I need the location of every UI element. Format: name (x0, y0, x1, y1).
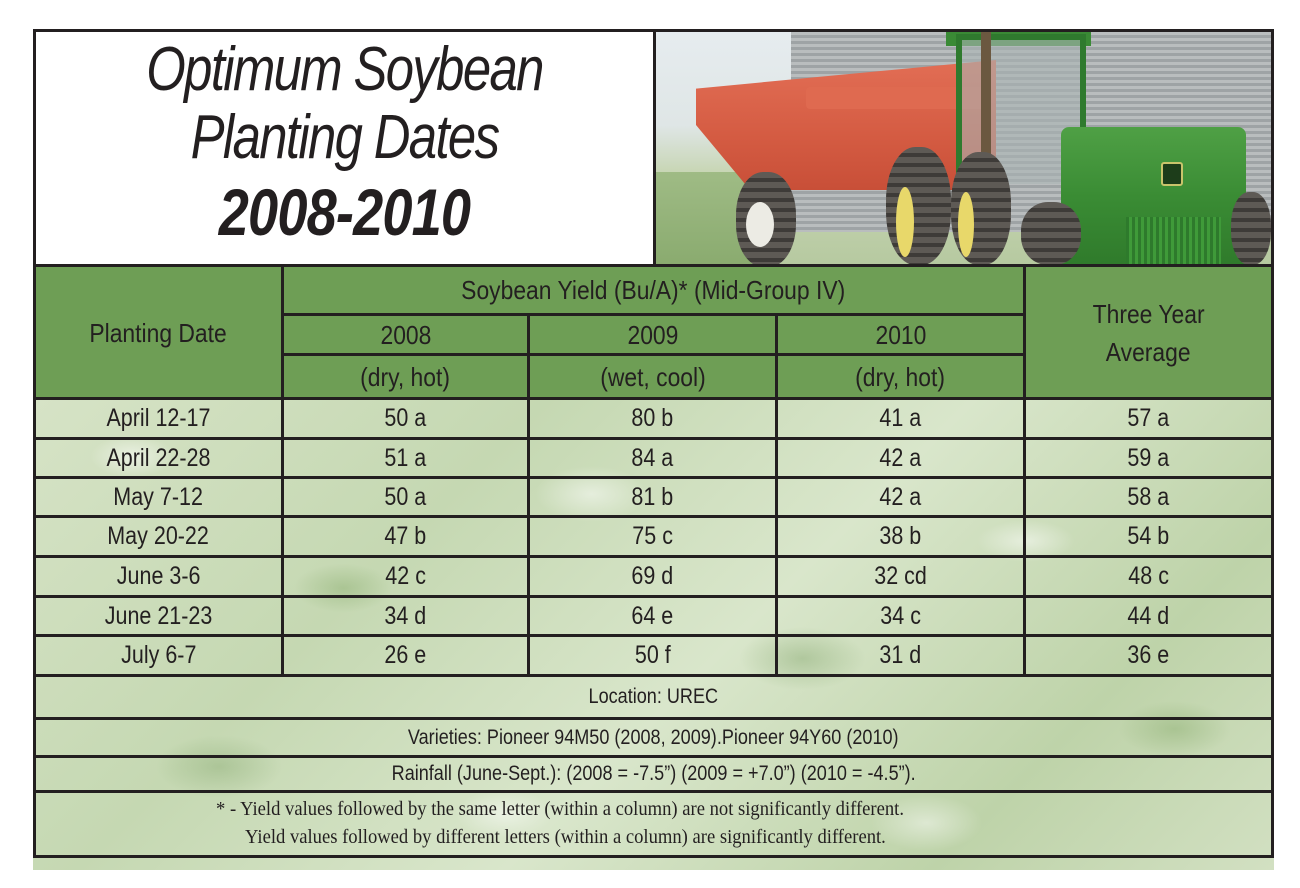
significance-footnote: * - Yield values followed by the same le… (36, 794, 1271, 855)
tractor-front-wheel (1021, 202, 1081, 265)
header-border (281, 313, 1026, 316)
table-row-4-2009: 69 d (631, 562, 674, 590)
table-row-6-2009: 50 f (634, 641, 671, 669)
table-row-0-average: 57 a (1127, 404, 1170, 432)
table-row-5-average: 44 d (1127, 601, 1170, 630)
title-line-2: Planting Dates (190, 103, 500, 172)
title-photo-divider (653, 32, 656, 265)
table-row-0-2008: 50 a (384, 404, 427, 432)
table-row-3-2009: 75 c (632, 522, 673, 550)
header-three-year-average: Three Year Average (1026, 267, 1271, 398)
header-soybean-yield-group: Soybean Yield (Bu/A)* (Mid-Group IV) (284, 267, 1023, 313)
header-condition-2009: (wet, cool) (530, 356, 775, 398)
row-divider (33, 555, 1274, 558)
table-row-5-2008: 34 d (384, 601, 427, 630)
footnote-line-1: * - Yield values followed by the same le… (216, 798, 905, 820)
table-row-3-2010: 38 b (879, 522, 922, 550)
table-row-4-date: June 3-6 (116, 562, 201, 590)
row-divider (33, 515, 1274, 518)
row-divider (33, 634, 1274, 637)
table-row-0-date: April 12-17 (106, 404, 211, 432)
table-row-1-2010: 42 a (879, 443, 922, 472)
table-row-2-2009: 81 b (631, 482, 674, 511)
planting-dates-card (33, 29, 1274, 858)
row-divider (33, 437, 1274, 440)
grain-cart-auger (806, 87, 991, 109)
row-divider (33, 790, 1274, 793)
header-year-2009: 2009 (530, 316, 775, 353)
table-row-4-2010: 32 cd (874, 562, 927, 590)
wheel-hub (958, 192, 974, 257)
table-row-1-2009: 84 a (631, 443, 674, 472)
header-condition-2008: (dry, hot) (284, 356, 527, 398)
table-row-6-date: July 6-7 (120, 641, 197, 669)
footnote-line-2: Yield values followed by different lette… (245, 826, 886, 848)
title-block: Optimum Soybean Planting Dates 2008-2010 (36, 32, 653, 265)
wheel-hub (896, 187, 914, 257)
location-note: Location: UREC (588, 685, 719, 708)
table-row-1-2008: 51 a (384, 443, 427, 472)
header-condition-2010: (dry, hot) (778, 356, 1023, 398)
row-divider (33, 755, 1274, 758)
row-divider (33, 674, 1274, 677)
header-year-2010: 2010 (778, 316, 1023, 353)
varieties-note: Varieties: Pioneer 94M50 (2008, 2009).Pi… (408, 725, 899, 749)
table-row-6-2010: 31 d (879, 641, 922, 669)
table-row-0-2009: 80 b (631, 404, 674, 432)
table-row-5-date: June 21-23 (104, 601, 213, 630)
column-divider (775, 313, 778, 677)
table-row-2-average: 58 a (1127, 482, 1170, 511)
table-row-0-2010: 41 a (879, 404, 922, 432)
header-top-border (33, 264, 1274, 267)
header-planting-date: Planting Date (36, 267, 281, 398)
tractor-exhaust (981, 32, 991, 212)
tractor-front-wheel-right (1231, 192, 1271, 265)
table-row-1-average: 59 a (1127, 443, 1170, 472)
table-row-5-2009: 64 e (631, 601, 674, 630)
table-row-6-2008: 26 e (384, 641, 427, 669)
column-divider (1023, 264, 1026, 677)
row-divider (33, 476, 1274, 479)
table-row-2-2010: 42 a (879, 482, 922, 511)
tractor-rear-wheel-left (886, 147, 951, 265)
table-row-3-average: 54 b (1127, 522, 1170, 550)
table-row-6-average: 36 e (1127, 641, 1170, 669)
cart-wheel-hub (746, 202, 774, 247)
table-row-3-date: May 20-22 (107, 522, 210, 550)
table-row-3-2008: 47 b (384, 522, 427, 550)
table-row-4-2008: 42 c (385, 562, 426, 590)
tractor-grille (1126, 217, 1221, 265)
table-row-1-date: April 22-28 (106, 443, 211, 472)
title-line-1: Optimum Soybean (146, 35, 544, 104)
grain-cart (696, 60, 996, 190)
row-divider (33, 595, 1274, 598)
rainfall-note: Rainfall (June-Sept.): (2008 = -7.5”) (2… (391, 762, 916, 785)
column-divider (527, 313, 530, 677)
header-bottom-border (33, 397, 1274, 400)
john-deere-logo-icon (1161, 162, 1183, 186)
table-row-5-2010: 34 c (880, 601, 921, 630)
table-row-2-date: May 7-12 (113, 482, 204, 511)
table-row-4-average: 48 c (1128, 562, 1169, 590)
tractor-photo (656, 32, 1271, 265)
row-divider (33, 717, 1274, 720)
column-divider (281, 264, 284, 677)
header-year-2008: 2008 (284, 316, 527, 353)
header-border (281, 353, 1026, 356)
title-years: 2008-2010 (218, 175, 471, 249)
table-row-2-2008: 50 a (384, 482, 427, 511)
